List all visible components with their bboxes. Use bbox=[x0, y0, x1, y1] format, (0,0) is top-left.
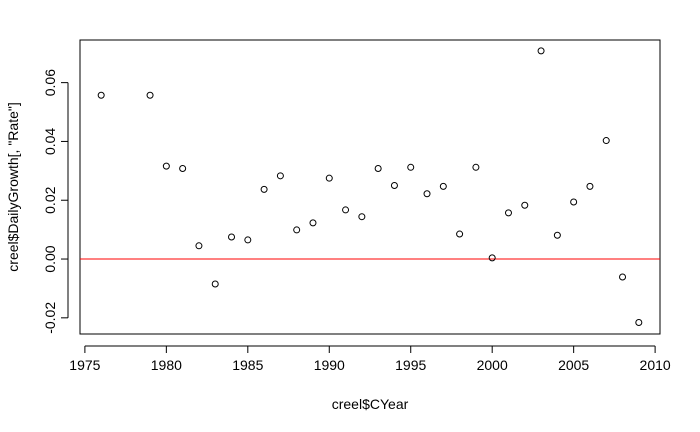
data-point bbox=[456, 230, 464, 238]
data-point bbox=[439, 182, 447, 190]
data-point bbox=[619, 273, 627, 281]
data-point bbox=[293, 226, 301, 234]
data-point bbox=[374, 164, 382, 172]
y-tick-label: 0.06 bbox=[42, 69, 58, 96]
x-tick-label: 1975 bbox=[69, 357, 100, 373]
data-point bbox=[635, 319, 643, 327]
data-point bbox=[97, 91, 105, 99]
data-points bbox=[97, 47, 643, 327]
x-tick-label: 2010 bbox=[640, 357, 671, 373]
data-point bbox=[504, 209, 512, 217]
y-tick-label: 0.02 bbox=[42, 186, 58, 213]
x-tick-label: 2005 bbox=[558, 357, 589, 373]
plot-frame bbox=[79, 39, 661, 335]
data-point bbox=[407, 163, 415, 171]
data-point bbox=[358, 213, 366, 221]
data-point bbox=[586, 182, 594, 190]
data-point bbox=[228, 233, 236, 241]
data-point bbox=[325, 174, 333, 182]
y-tick-label: 0.04 bbox=[42, 128, 58, 155]
data-point bbox=[309, 219, 317, 227]
data-point bbox=[521, 201, 529, 209]
data-point bbox=[276, 172, 284, 180]
data-point bbox=[244, 236, 252, 244]
data-point bbox=[472, 163, 480, 171]
y-tick-label: 0.00 bbox=[42, 245, 58, 272]
y-axis-label: creel$DailyGrowth[, "Rate"] bbox=[5, 102, 21, 271]
data-point bbox=[342, 206, 350, 214]
data-point bbox=[162, 162, 170, 170]
data-point bbox=[179, 164, 187, 172]
data-point bbox=[195, 242, 203, 250]
x-axis: 1975 1980 1985 1990 1995 2000 2005 2010 bbox=[69, 345, 671, 373]
x-tick-label: 1990 bbox=[314, 357, 345, 373]
x-tick-label: 2000 bbox=[477, 357, 508, 373]
data-point bbox=[211, 280, 219, 288]
data-point bbox=[602, 137, 610, 145]
data-point bbox=[553, 231, 561, 239]
y-axis: -0.02 0.00 0.02 0.04 0.06 bbox=[42, 69, 69, 334]
data-point bbox=[488, 254, 496, 262]
y-tick-label: -0.02 bbox=[42, 302, 58, 334]
data-point bbox=[260, 185, 268, 193]
data-point bbox=[390, 182, 398, 190]
data-point bbox=[570, 198, 578, 206]
x-tick-label: 1985 bbox=[232, 357, 263, 373]
x-tick-label: 1995 bbox=[395, 357, 426, 373]
data-point bbox=[537, 47, 545, 55]
data-point bbox=[146, 91, 154, 99]
x-tick-label: 1980 bbox=[151, 357, 182, 373]
data-point bbox=[423, 190, 431, 198]
x-axis-label: creel$CYear bbox=[332, 396, 409, 412]
